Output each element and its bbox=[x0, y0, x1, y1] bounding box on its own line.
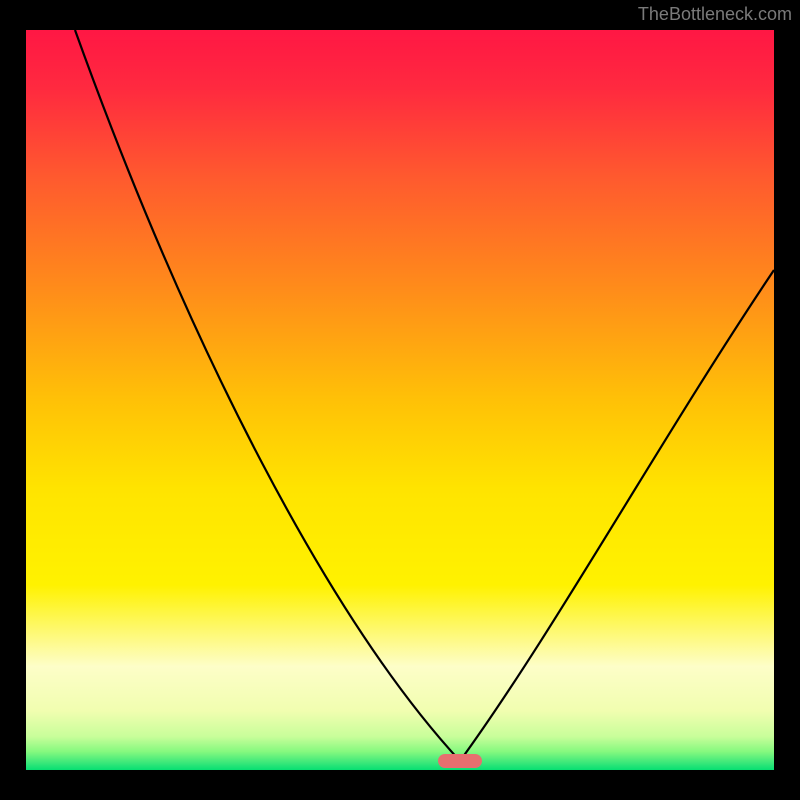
watermark-text: TheBottleneck.com bbox=[638, 4, 792, 25]
plot-area bbox=[26, 30, 774, 770]
bottleneck-chart: TheBottleneck.com bbox=[0, 0, 800, 800]
optimal-marker bbox=[438, 754, 482, 768]
chart-svg bbox=[0, 0, 800, 800]
